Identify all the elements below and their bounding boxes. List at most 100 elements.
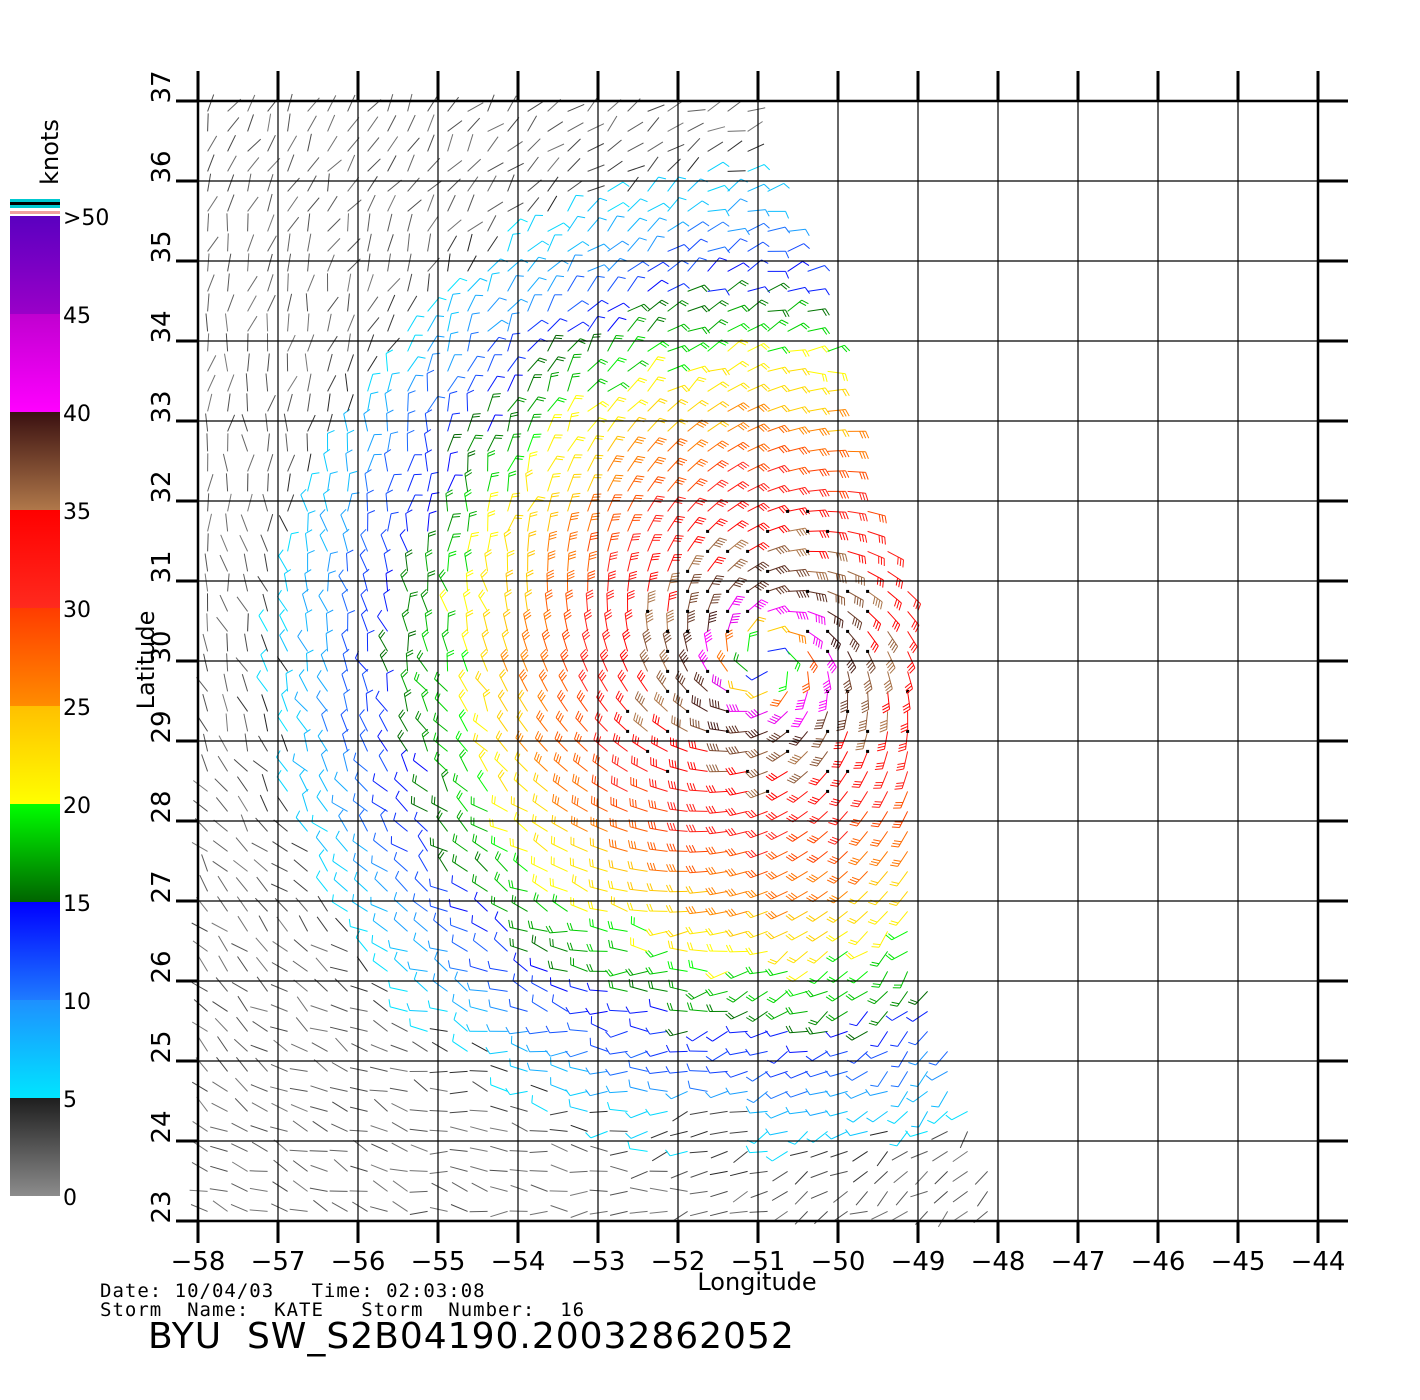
wind-barb [527, 197, 540, 212]
wind-barb [827, 388, 846, 392]
wind-barb [389, 1067, 408, 1072]
wind-barb [510, 1006, 528, 1012]
wind-barb [449, 967, 468, 972]
wind-barb [386, 673, 389, 692]
wind-barb [610, 846, 628, 852]
wind-barb-feather [558, 735, 563, 743]
wind-barb [290, 1104, 308, 1112]
wind-barb-feather [572, 492, 581, 495]
wind-barb-feather [870, 861, 879, 864]
wind-barb [427, 134, 435, 152]
wind-barb-feather [379, 649, 386, 656]
wind-barb [670, 1090, 688, 1100]
wind-barb [255, 817, 268, 832]
wind-barb-feather [653, 821, 657, 830]
wind-barb [811, 1050, 828, 1062]
wind-barb [236, 1056, 248, 1072]
wind-barb [901, 771, 909, 789]
wind-barb [689, 1087, 708, 1092]
wind-barb [933, 1111, 948, 1124]
wind-barb-feather [705, 867, 711, 875]
wind-barb [610, 804, 628, 812]
wind-barb [527, 453, 531, 472]
wind-barb [729, 1170, 748, 1177]
wind-barb [587, 96, 599, 112]
wind-barb-feather [295, 810, 301, 818]
wind-barb [467, 117, 481, 132]
wind-barb-feather [661, 654, 668, 661]
wind-barb [449, 1149, 468, 1152]
rain-flag-dot [866, 729, 870, 733]
wind-barb [587, 358, 602, 372]
wind-barb-feather [747, 830, 754, 838]
wind-barb [225, 713, 229, 732]
wind-barb-feather [687, 761, 691, 770]
wind-barb [587, 316, 599, 332]
wind-barb-feather [446, 652, 455, 657]
wind-barb-feather [865, 1052, 872, 1059]
wind-barb [513, 959, 528, 972]
wind-barb-feather [765, 1071, 771, 1078]
wind-barb-feather [801, 528, 808, 536]
x-axis-label: Longitude [697, 1268, 816, 1296]
wind-barb [387, 513, 392, 532]
wind-barb-feather [876, 762, 885, 765]
wind-barb-feather [852, 802, 860, 805]
wind-barb-feather [490, 531, 499, 535]
wind-barb-feather [665, 930, 671, 938]
wind-barb-feather [619, 695, 624, 703]
wind-barb-feather [701, 285, 708, 292]
wind-barb [650, 1130, 668, 1139]
wind-barb [292, 760, 308, 772]
wind-barb [276, 596, 289, 612]
wind-barb [647, 235, 658, 252]
wind-barb-feather [788, 894, 795, 900]
wind-barb [383, 593, 389, 612]
wind-barb-feather [861, 555, 864, 564]
wind-barb [325, 633, 329, 652]
wind-barb-feather [635, 800, 637, 808]
wind-barb-feather [381, 651, 387, 659]
wind-barb-feather [696, 443, 704, 448]
wind-barb-feather [731, 767, 737, 774]
wind-barb-feather [788, 742, 797, 746]
wind-barb [307, 213, 311, 232]
wind-barb [387, 337, 400, 352]
wind-barb [749, 1170, 768, 1175]
wind-barb [233, 860, 248, 872]
wind-barb [831, 1130, 848, 1140]
wind-barb-feather [872, 596, 876, 605]
wind-barb [749, 1050, 768, 1056]
wind-barb-feather [659, 217, 667, 221]
wind-barb-feather [505, 569, 514, 574]
wind-barb-feather [786, 958, 794, 964]
wind-barb [247, 213, 249, 232]
wind-barb [287, 233, 291, 252]
rain-flag-dot [746, 549, 750, 553]
wind-barb-feather [612, 818, 614, 827]
wind-barb [627, 237, 640, 252]
wind-barb-feather [604, 612, 612, 618]
wind-barb [531, 1001, 548, 1012]
wind-barb-feather [299, 769, 305, 776]
wind-barb-feather [786, 798, 794, 803]
wind-barb-feather [554, 895, 558, 904]
wind-barb [535, 737, 548, 752]
wind-barb [287, 473, 291, 492]
wind-barb-feather [563, 608, 571, 615]
wind-barb [847, 530, 866, 536]
wind-barb-feather [835, 573, 838, 582]
wind-barb [527, 396, 539, 412]
wind-barb [689, 1190, 708, 1195]
wind-barb-feather [859, 513, 862, 521]
wind-barb-feather [691, 906, 697, 914]
wind-barb [412, 1041, 428, 1052]
wind-barb [634, 697, 648, 712]
wind-barb-feather [882, 708, 890, 714]
wind-barb-feather [661, 299, 669, 305]
wind-barb [429, 1028, 448, 1032]
wind-barb [236, 696, 249, 712]
wind-barb [207, 393, 213, 412]
colorbar-band [10, 412, 60, 510]
wind-barb-feather [529, 451, 538, 455]
